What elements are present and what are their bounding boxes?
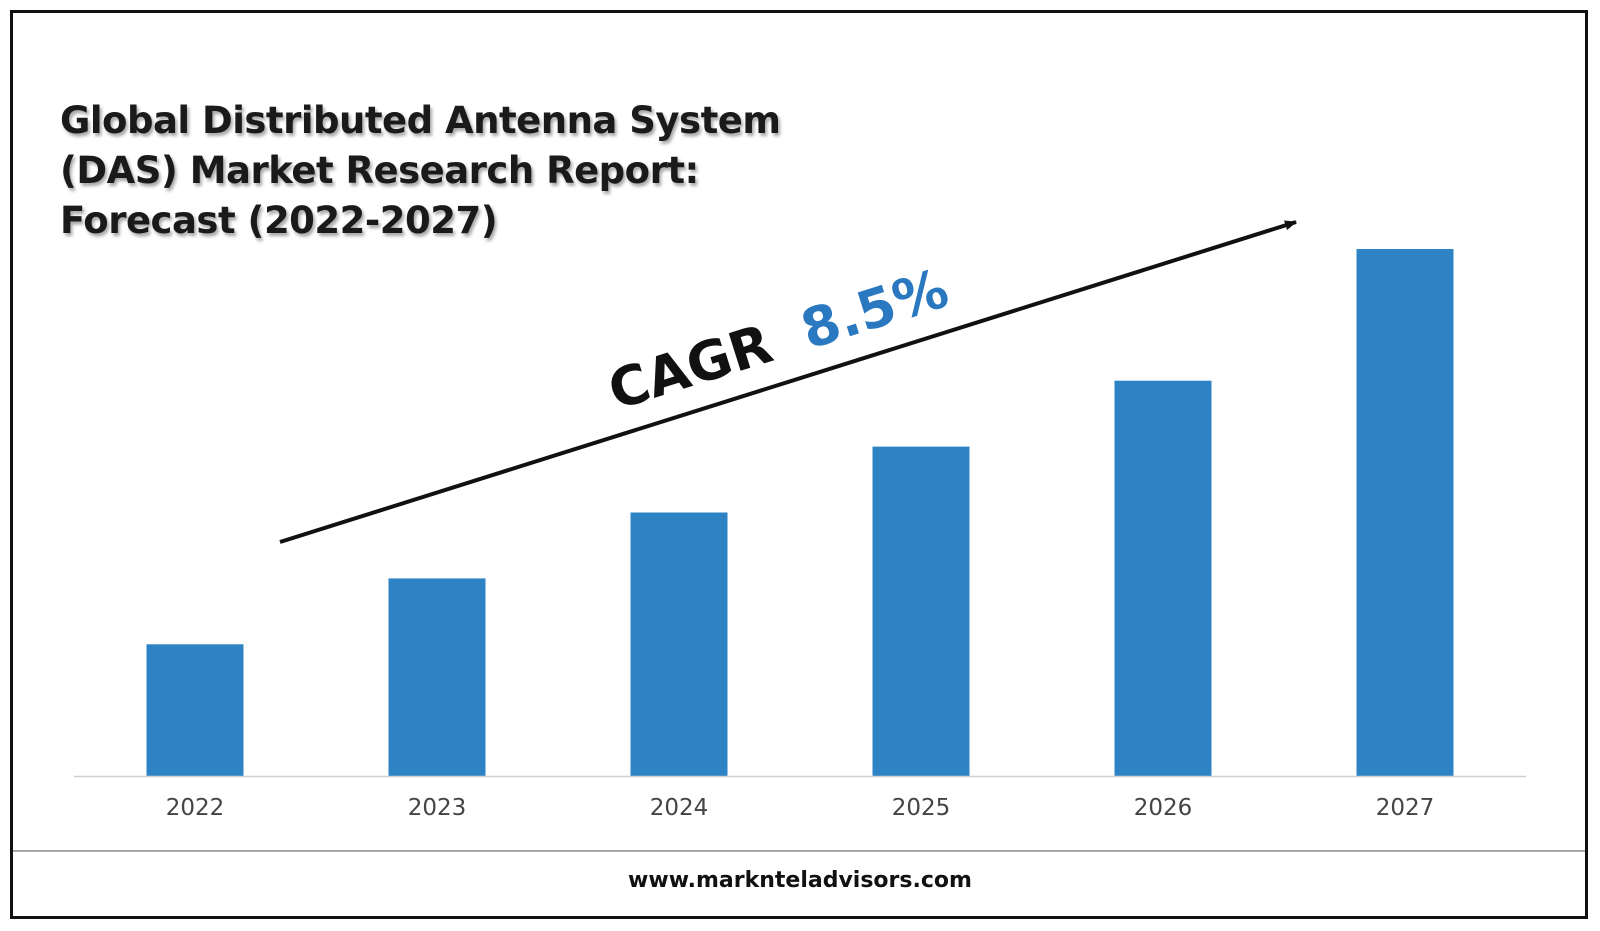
chart-title: Global Distributed Antenna System (DAS) …: [60, 96, 820, 246]
x-tick-label-2025: 2025: [892, 795, 951, 821]
x-tick-label-2024: 2024: [650, 795, 709, 821]
cagr-annotation: CAGR 8.5%: [601, 256, 956, 422]
x-tick-labels: 2022 2023 2024 2025 2026 2027: [166, 795, 1435, 821]
trend-arrow: [279, 220, 1297, 544]
cagr-label: CAGR: [601, 312, 780, 422]
title-line-3: Forecast (2022-2027): [60, 199, 498, 242]
bars-layer: [146, 249, 1454, 777]
title-line-2: (DAS) Market Research Report:: [60, 149, 699, 192]
bar-2023: [388, 578, 486, 776]
x-tick-label-2026: 2026: [1134, 795, 1193, 821]
bar-2026: [1114, 380, 1212, 776]
x-tick-label-2027: 2027: [1376, 795, 1435, 821]
x-tick-label-2023: 2023: [408, 795, 467, 821]
chart-frame: [10, 10, 1588, 919]
x-tick-label-2022: 2022: [166, 795, 225, 821]
bar-2022: [146, 644, 244, 777]
bar-2025: [872, 446, 970, 776]
bar-2027: [1356, 249, 1454, 776]
footer-website: www.marknteladvisors.com: [628, 868, 972, 893]
footer-band: [13, 852, 1585, 916]
bar-2024: [630, 512, 728, 776]
title-line-1: Global Distributed Antenna System: [60, 99, 781, 142]
cagr-value: 8.5%: [794, 256, 956, 361]
